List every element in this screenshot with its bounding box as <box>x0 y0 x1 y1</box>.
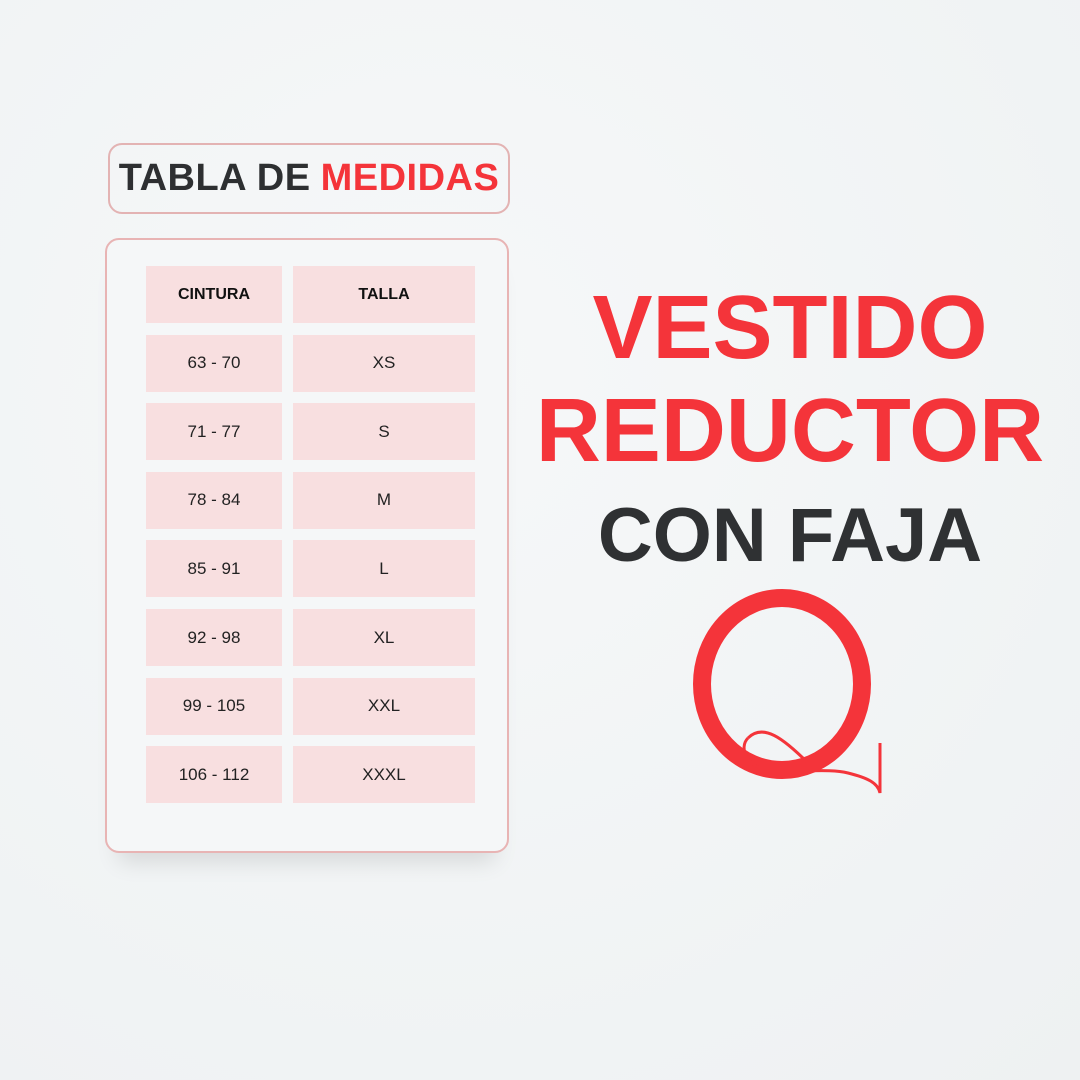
title-part1: TABLA DE <box>118 157 311 199</box>
logo-tail <box>742 736 882 794</box>
title-part2: MEDIDAS <box>320 157 500 199</box>
waist-cell: 71 - 77 <box>146 403 282 461</box>
header-talla: TALLA <box>293 266 475 323</box>
size-chart-title: TABLA DE MEDIDAS <box>108 143 510 214</box>
size-cell: XXL <box>293 677 475 735</box>
brand-logo-q <box>693 589 882 794</box>
size-cell: XS <box>293 334 475 392</box>
logo-ring <box>693 589 871 779</box>
size-cell: XXXL <box>293 746 475 804</box>
size-cell: L <box>293 540 475 598</box>
headline-line3: CON FAJA <box>597 493 983 578</box>
waist-cell: 99 - 105 <box>146 677 282 735</box>
headline-line2: REDUCTOR <box>535 381 1045 481</box>
waist-cell: 78 - 84 <box>146 471 282 529</box>
waist-cell: 92 - 98 <box>146 609 282 666</box>
header-cintura: CINTURA <box>146 266 282 323</box>
waist-cell: 106 - 112 <box>146 746 282 804</box>
waist-cell: 63 - 70 <box>146 334 282 392</box>
size-cell: S <box>293 403 475 461</box>
size-cell: XL <box>293 609 475 666</box>
headline-line1: VESTIDO <box>592 278 988 378</box>
waist-cell: 85 - 91 <box>146 540 282 598</box>
size-cell: M <box>293 471 475 529</box>
